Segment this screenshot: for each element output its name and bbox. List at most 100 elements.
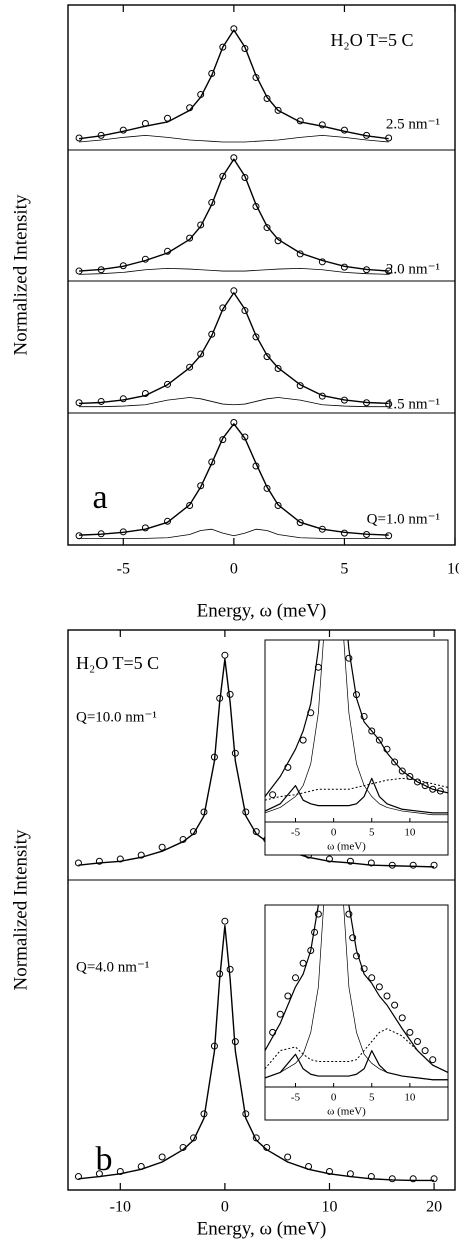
data-point: [292, 974, 299, 982]
data-point: [391, 1001, 399, 1009]
inset-frame: [264, 904, 449, 1121]
data-point: [367, 859, 375, 867]
series: [79, 158, 389, 272]
x-tick-label: -5: [291, 827, 301, 839]
inset-frame: [264, 639, 449, 856]
fit-line: [78, 924, 435, 1182]
data-point: [221, 651, 229, 659]
data-point: [74, 859, 82, 867]
data-point: [186, 234, 194, 242]
data-point: [97, 397, 105, 405]
data-point: [375, 736, 383, 744]
data-point: [367, 1173, 375, 1181]
series: [265, 777, 448, 814]
data-point: [368, 727, 376, 735]
fit-line: [79, 158, 389, 272]
data-point: [409, 1175, 417, 1183]
data-point: [263, 95, 271, 103]
fit-line: [79, 528, 389, 539]
fit-line: [78, 658, 435, 868]
fit-line: [265, 777, 448, 814]
data-point: [116, 855, 124, 863]
x-axis-label: Energy, ω (meV): [197, 600, 327, 621]
series: [79, 397, 389, 408]
spectrum-label: Q=10.0 nm⁻¹: [76, 709, 157, 725]
fit-line: [79, 397, 389, 408]
data-point: [391, 758, 399, 766]
plot-frame: [67, 4, 456, 546]
data-point: [197, 482, 205, 490]
data-point: [409, 861, 417, 869]
data-point: [345, 910, 353, 918]
data-point: [414, 778, 421, 786]
series: [265, 640, 448, 816]
series: [265, 777, 448, 801]
data-point: [383, 992, 391, 1000]
spectrum-label: Q=1.0 nm⁻¹: [367, 511, 440, 527]
fit-line: [265, 640, 448, 797]
fit-line: [265, 905, 448, 1073]
series: [269, 654, 444, 799]
x-tick-label: 10: [404, 827, 416, 839]
x-tick-label: 0: [230, 561, 238, 578]
data-point: [276, 1010, 284, 1018]
data-point: [158, 843, 166, 851]
data-point: [241, 307, 249, 315]
data-point: [95, 857, 103, 865]
series: [265, 640, 448, 797]
data-point: [318, 121, 326, 129]
data-point: [274, 501, 282, 509]
spectrum-label: 1.5 nm⁻¹: [386, 396, 440, 412]
plot-frame: [67, 629, 456, 1191]
data-point: [360, 712, 368, 720]
data-point: [430, 1175, 438, 1183]
series: [78, 924, 435, 1182]
data-point: [158, 1153, 166, 1161]
series: [79, 292, 389, 405]
data-point: [274, 365, 282, 373]
fit-line: [265, 1050, 448, 1081]
data-point: [186, 363, 194, 371]
data-point: [406, 773, 414, 780]
x-tick-label: 5: [369, 1092, 375, 1104]
series: [265, 1028, 448, 1073]
data-point: [263, 224, 271, 232]
data-point: [230, 25, 238, 33]
panel-label: b: [96, 1141, 113, 1178]
data-point: [241, 44, 249, 52]
data-point: [398, 1014, 406, 1022]
data-point: [186, 501, 194, 509]
data-point: [421, 782, 429, 790]
series: [265, 1050, 448, 1081]
data-point: [164, 517, 172, 525]
data-point: [421, 1047, 429, 1055]
x-axis-label: Energy, ω (meV): [197, 1218, 327, 1239]
x-tick-label: 20: [426, 1199, 442, 1216]
data-point: [388, 1175, 396, 1183]
data-point: [345, 654, 353, 662]
x-axis-label: ω (meV): [327, 841, 366, 853]
data-point: [137, 851, 145, 859]
data-point: [429, 785, 437, 793]
x-tick-label: 0: [221, 1199, 229, 1216]
data-point: [368, 974, 376, 982]
data-point: [219, 172, 227, 180]
x-tick-label: 5: [340, 561, 348, 578]
data-point: [269, 791, 277, 799]
x-tick-label: -5: [291, 1092, 301, 1104]
series: [79, 423, 389, 536]
data-point: [375, 983, 383, 991]
annotation: H₂O T=5 C: [76, 653, 159, 673]
data-point: [226, 965, 234, 973]
data-point: [208, 458, 216, 466]
data-point: [284, 1153, 292, 1161]
x-tick-label: 5: [369, 827, 375, 839]
data-point: [219, 436, 227, 444]
data-point: [284, 992, 292, 1000]
data-point: [385, 532, 393, 540]
data-point: [414, 1038, 421, 1045]
series: [78, 658, 435, 868]
data-point: [230, 419, 238, 427]
fit-line: [265, 1028, 448, 1073]
